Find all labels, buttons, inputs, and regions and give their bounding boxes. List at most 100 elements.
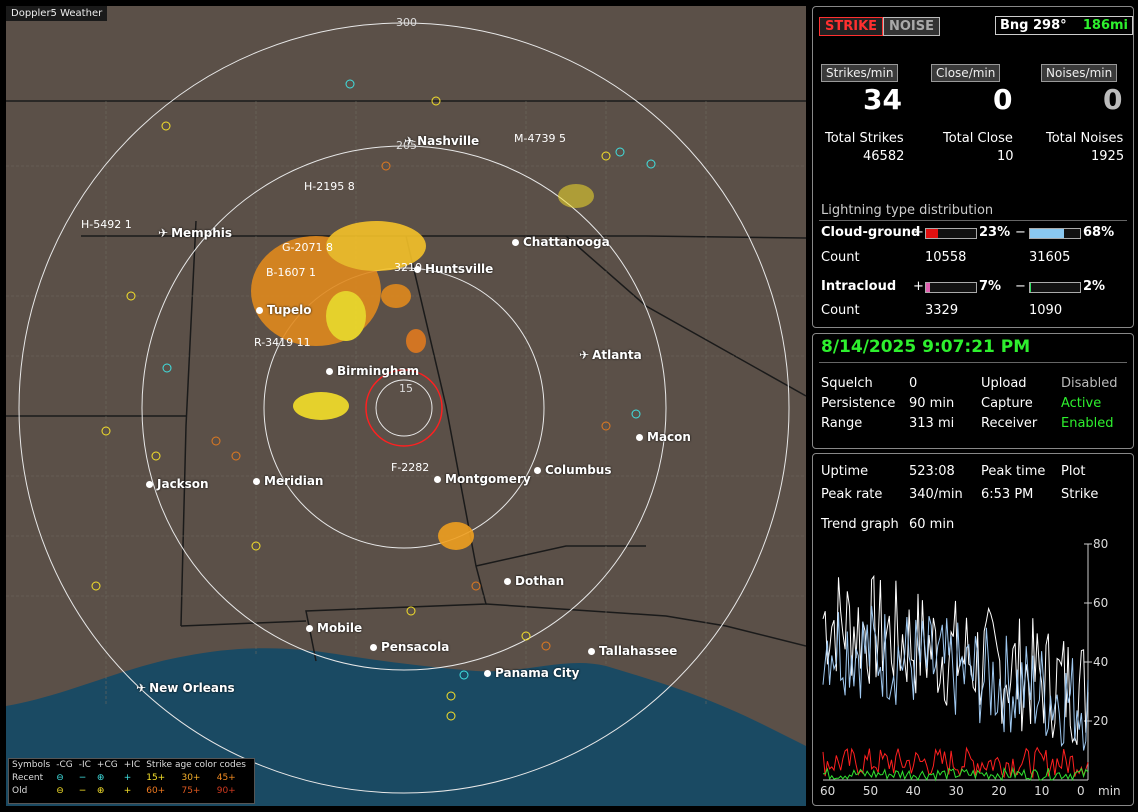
total-strikes-label: Total Strikes xyxy=(825,131,904,146)
strike-stats-panel: STRIKE NOISE Bng 298° 186mi Strikes/min … xyxy=(812,6,1134,328)
y-tick-label: 80 xyxy=(1093,537,1108,551)
city-name: Tallahassee xyxy=(599,644,678,658)
city-name: Chattanooga xyxy=(523,235,610,249)
city-name: Dothan xyxy=(515,574,565,588)
city-label: Chattanooga xyxy=(512,235,610,249)
city-label: Pensacola xyxy=(370,640,449,654)
city-name: Pensacola xyxy=(381,640,450,654)
ic-minus-sign: − xyxy=(1015,279,1026,294)
city-label: Jackson xyxy=(146,477,209,491)
age-30: 30+ xyxy=(181,773,201,783)
age-45: 45+ xyxy=(216,773,236,783)
airport-icon: ✈ xyxy=(158,226,169,240)
cg-positive-count: 10558 xyxy=(925,250,967,265)
city-label: Birmingham xyxy=(326,364,419,378)
airport-icon: ✈ xyxy=(579,348,590,362)
age-60: 60+ xyxy=(146,786,166,796)
sensor-label: H-5492 1 xyxy=(81,218,132,231)
plot-value[interactable]: Strike xyxy=(1061,487,1099,502)
ic-positive-pct: 7% xyxy=(979,279,1002,294)
city-name: Birmingham xyxy=(337,364,420,378)
noises-per-min-value: 0 xyxy=(1103,83,1123,116)
intracloud-label: Intracloud xyxy=(821,279,897,294)
distribution-divider xyxy=(819,220,1127,221)
ring-label-300: 300 xyxy=(396,16,417,29)
city-label: ✈ Nashville xyxy=(404,134,479,148)
x-tick-label: 40 xyxy=(906,784,921,798)
city-label: Huntsville xyxy=(414,262,493,276)
upload-label: Upload xyxy=(981,376,1027,391)
y-tick-label: 20 xyxy=(1093,714,1108,728)
city-label: Dothan xyxy=(504,574,564,588)
x-unit-label: min xyxy=(1098,784,1121,798)
x-tick-label: 20 xyxy=(991,784,1006,798)
city-dot-icon xyxy=(370,644,377,651)
legend-age-title: Strike age color codes xyxy=(146,760,246,770)
ring-label-205: 205 xyxy=(396,139,417,152)
city-dot-icon xyxy=(512,239,519,246)
y-tick-label: 60 xyxy=(1093,596,1108,610)
sensor-label: R-3419 11 xyxy=(254,336,311,349)
city-name: Tupelo xyxy=(267,303,312,317)
pos-ic-old-icon: + xyxy=(123,786,132,796)
peak-time-label: Peak time xyxy=(981,464,1046,479)
city-dot-icon xyxy=(146,481,153,488)
pos-ic-recent-icon: + xyxy=(123,773,132,783)
age-15: 15+ xyxy=(146,773,166,783)
city-name: Nashville xyxy=(417,134,480,148)
datetime-display: 8/14/2025 9:07:21 PM xyxy=(821,337,1031,357)
x-tick-label: 30 xyxy=(949,784,964,798)
bearing-box: Bng 298° 186mi xyxy=(995,16,1133,35)
ic-positive-count: 3329 xyxy=(925,303,959,318)
legend-header-neg-cg: -CG xyxy=(56,760,73,770)
ic-plus-sign: + xyxy=(913,279,924,294)
cg-negative-count: 31605 xyxy=(1029,250,1071,265)
x-tick-label: 10 xyxy=(1034,784,1049,798)
range-label: Range xyxy=(821,416,863,431)
total-noises-label: Total Noises xyxy=(1046,131,1124,146)
strike-button[interactable]: STRIKE xyxy=(819,17,884,36)
city-dot-icon xyxy=(256,307,263,314)
y-tick-label: 40 xyxy=(1093,655,1108,669)
city-label: Tallahassee xyxy=(588,644,677,658)
uptime-label: Uptime xyxy=(821,464,869,479)
lightning-map[interactable]: Doppler5 Weather 300 205 15 ✈ Nashville ✈ M… xyxy=(6,6,806,806)
app-title: Doppler5 Weather xyxy=(6,6,108,21)
cg-plus-sign: + xyxy=(913,225,924,240)
noises-per-min-header: Noises/min xyxy=(1041,64,1118,82)
trend-graph-label: Trend graph xyxy=(821,517,899,532)
cg-minus-sign: − xyxy=(1015,225,1026,240)
neg-cg-recent-icon: ⊖ xyxy=(56,773,64,783)
cg-positive-bar xyxy=(925,228,977,239)
sensor-label: F-2282 xyxy=(391,461,430,474)
sensor-label: H-2195 8 xyxy=(304,180,355,193)
total-close-value: 10 xyxy=(997,149,1014,164)
squelch-value: 0 xyxy=(909,376,918,391)
distance-value: 186mi xyxy=(1082,18,1128,33)
strike-trend-line xyxy=(822,574,1089,746)
total-strikes-value: 46582 xyxy=(863,149,905,164)
city-dot-icon xyxy=(534,467,541,474)
close-per-min-value: 0 xyxy=(993,83,1013,116)
x-tick-label: 50 xyxy=(863,784,878,798)
receiver-value: Enabled xyxy=(1061,416,1114,431)
persistence-value: 90 min xyxy=(909,396,955,411)
pos-cg-recent-icon: ⊕ xyxy=(96,773,105,783)
x-tick-label: 0 xyxy=(1077,784,1085,798)
airport-icon: ✈ xyxy=(404,134,415,148)
noise-button[interactable]: NOISE xyxy=(883,17,941,36)
receiver-label: Receiver xyxy=(981,416,1038,431)
city-name: Columbus xyxy=(545,463,612,477)
trend-panel: Uptime 523:08 Peak time Plot Peak rate 3… xyxy=(812,453,1134,806)
sensor-label: 3210 xyxy=(394,261,422,274)
city-name: Panama City xyxy=(495,666,580,680)
strike-trend-line-secondary xyxy=(822,605,1089,751)
sensor-label: G-2071 8 xyxy=(282,241,333,254)
city-label: Panama City xyxy=(484,666,579,680)
neg-ic-old-icon: − xyxy=(78,786,87,796)
city-dot-icon xyxy=(414,266,421,273)
city-label: Macon xyxy=(636,430,691,444)
city-name: Memphis xyxy=(171,226,233,240)
ring-label-15: 15 xyxy=(399,382,413,395)
capture-label: Capture xyxy=(981,396,1033,411)
